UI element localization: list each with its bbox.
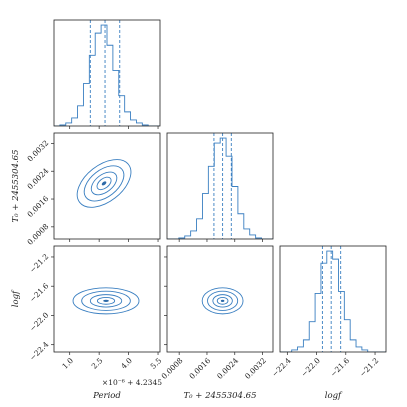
y-tick-label-t0: 0.0024 (25, 166, 50, 191)
x-tick-label-t0: 0.0008 (160, 356, 185, 381)
contour-level-1 (83, 165, 125, 202)
panel-frame-1-1 (166, 132, 274, 240)
panel-frame-1-0 (53, 132, 161, 240)
contour-level-3 (96, 176, 112, 191)
contour-level-3 (96, 296, 116, 305)
contour-panel-t0-logf (201, 287, 244, 315)
contour-level-1 (207, 290, 239, 311)
x-tick-label-logf: −22.0 (299, 356, 322, 379)
y-tick-label-logf: −21.2 (28, 252, 51, 275)
panel-frame-2-1 (166, 245, 274, 353)
y-axis-label-logf: logf (11, 289, 21, 307)
y-tick-label-t0: 0.0016 (25, 194, 50, 219)
y-tick-label-t0: 0.0032 (25, 138, 50, 163)
contour-level-2 (90, 171, 118, 196)
contour-core (101, 181, 107, 186)
x-tick-label-t0: 0.0032 (243, 356, 268, 381)
contour-panel-period-t0 (76, 159, 132, 208)
contour-core (103, 299, 109, 302)
panel-frame-2-0 (53, 245, 161, 353)
y-axis-label-t0: T₀ + 2455304.65 (11, 150, 21, 223)
x-axis-label-logf: logf (325, 391, 343, 401)
y-tick-label-logf: −22.0 (28, 310, 51, 333)
panel-frame-0-0 (53, 19, 161, 127)
x-tick-label-period: 1.0 (60, 356, 75, 371)
contour-level-2 (212, 294, 233, 308)
x-tick-label-logf: −21.2 (358, 356, 381, 379)
x-offset-label-period: ×10⁻⁶ + 4.2345 (102, 378, 162, 387)
hist-panel-t0 (167, 133, 273, 239)
contour-panel-period-logf (72, 287, 140, 315)
x-tick-label-period: 2.5 (90, 356, 105, 371)
hist-panel-period (54, 20, 160, 126)
x-axis-label-t0: T₀ + 2455304.65 (184, 391, 257, 401)
y-tick-label-logf: −22.4 (28, 340, 51, 363)
hist-panel-logf (280, 246, 386, 352)
y-tick-label-logf: −21.6 (28, 281, 51, 304)
x-tick-label-period: 4.0 (119, 356, 134, 371)
hist-step-logf (280, 250, 386, 352)
y-tick-label-t0: 0.0008 (25, 222, 50, 247)
hist-step-period (54, 24, 160, 126)
x-tick-label-period: 5.5 (149, 356, 164, 371)
contour-level-3 (216, 296, 229, 305)
contour-level-0 (201, 287, 244, 315)
contour-level-0 (76, 159, 132, 208)
contour-core (220, 299, 225, 302)
panel-frame-2-2 (279, 245, 387, 353)
contour-level-1 (81, 290, 131, 311)
x-tick-label-t0: 0.0016 (187, 356, 212, 381)
x-tick-label-t0: 0.0024 (215, 356, 240, 381)
contour-level-0 (72, 287, 140, 315)
contour-level-2 (89, 294, 123, 308)
x-axis-label-period: Period (92, 391, 121, 401)
x-tick-label-logf: −21.6 (329, 356, 352, 379)
x-tick-label-logf: −22.4 (270, 356, 293, 379)
hist-step-t0 (167, 137, 273, 239)
